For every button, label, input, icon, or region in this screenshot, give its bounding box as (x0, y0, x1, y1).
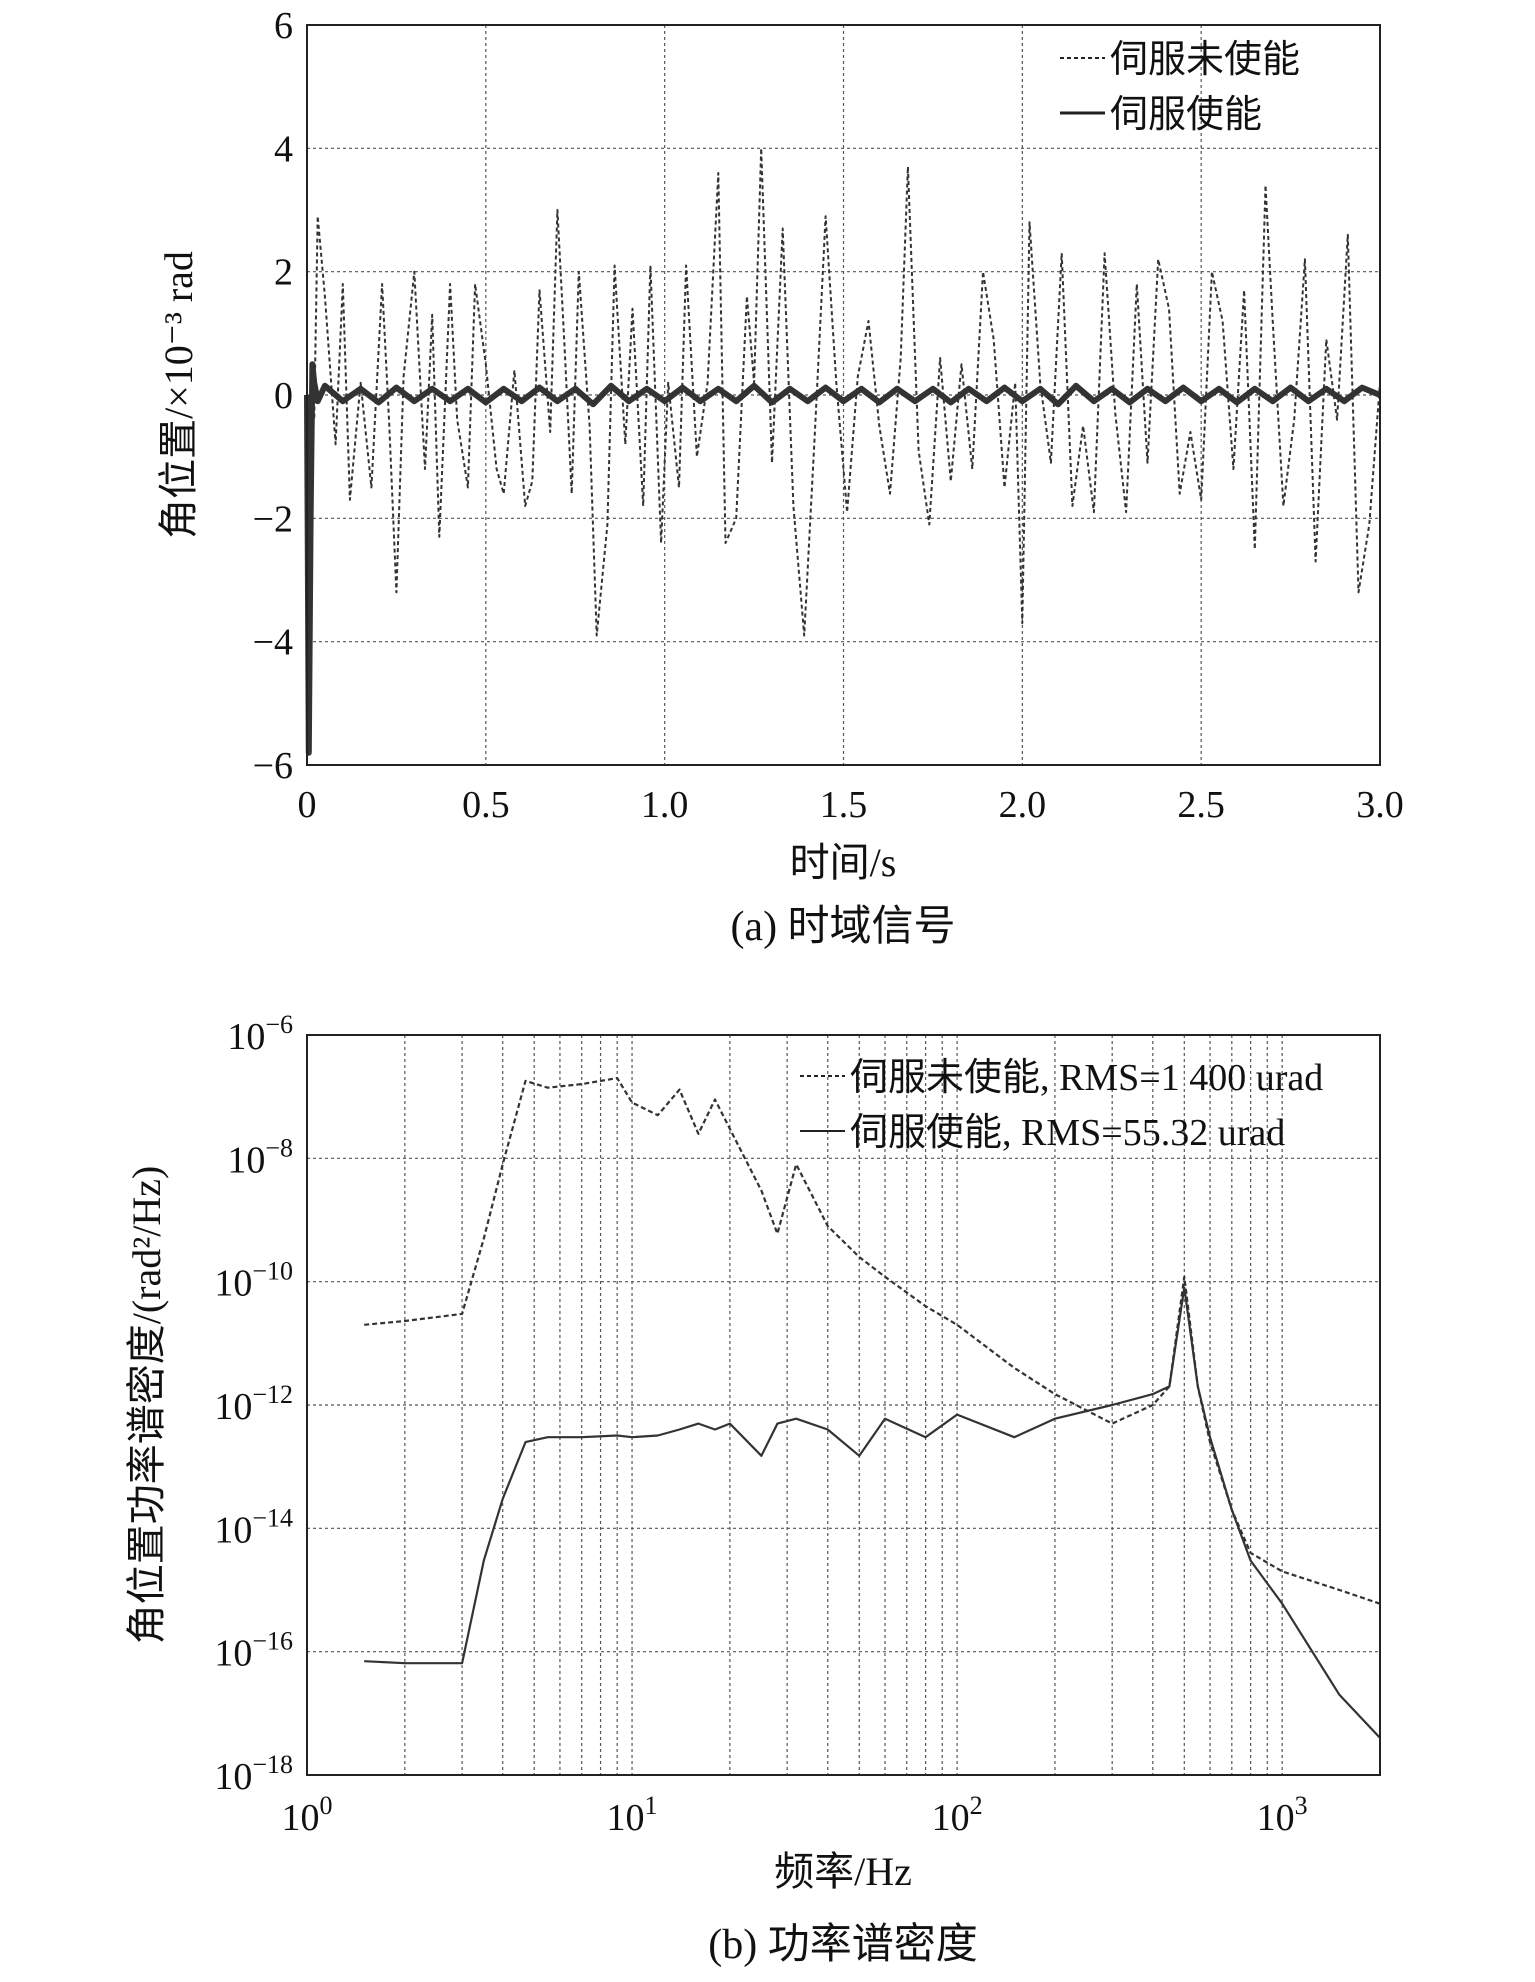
chart-a-y-axis-label: 角位置/×10⁻³ rad (156, 251, 201, 539)
chart-b-x-tick-label: 102 (932, 1791, 983, 1839)
chart-a-caption: (a) 时域信号 (730, 904, 955, 950)
chart-b-y-tick-label: 10−14 (214, 1503, 293, 1551)
chart-b-x-axis-label: 频率/Hz (774, 1849, 912, 1894)
chart-b-series-servo-off-line (364, 1077, 1381, 1605)
chart-a-x-tick-label: 1.5 (820, 784, 868, 826)
chart-b-y-tick-label: 10−10 (214, 1257, 293, 1305)
chart-a-x-tick-label: 0.5 (462, 784, 510, 826)
chart-a-legend-label: 伺服使能 (1110, 94, 1262, 136)
chart-a-x-tick-label: 3.0 (1356, 784, 1404, 826)
chart-b-x-tick-label: 103 (1257, 1791, 1308, 1839)
chart-a-x-tick-label: 2.5 (1177, 784, 1225, 826)
chart-a-series-servo-off-line (306, 147, 1381, 637)
chart-a-y-tick-label: 2 (274, 252, 293, 294)
chart-a-x-tick-label: 1.0 (641, 784, 689, 826)
chart-a-x-tick-label: 0 (298, 784, 317, 826)
chart-b-plot-frame (306, 1034, 1381, 1776)
chart-a-x-tick-label: 2.0 (999, 784, 1047, 826)
chart-a-x-axis-label: 时间/s (790, 840, 897, 885)
chart-a-y-tick-label: −2 (253, 498, 293, 540)
chart-a-y-tick-label: 4 (274, 128, 293, 170)
chart-b-legend-label: 伺服使能, RMS=55.32 urad (850, 1112, 1285, 1154)
chart-b-y-tick-label: 10−18 (214, 1750, 293, 1798)
chart-b-series (364, 1077, 1381, 1739)
chart-b-y-tick-label: 10−12 (214, 1380, 293, 1428)
chart-b-x-tick-label: 101 (607, 1791, 658, 1839)
chart-b-y-tick-label: 10−6 (227, 1010, 293, 1058)
chart-a-ticks: 0 0.5 1.0 1.5 2.0 2.5 3.0 6 4 2 0 −2 −4 −6 (253, 5, 1404, 826)
chart-a-y-tick-label: −4 (253, 622, 293, 664)
chart-a-plot-frame (306, 24, 1381, 766)
chart-a-y-tick-label: 6 (274, 5, 293, 47)
chart-a-series-servo-on-line (304, 361, 1382, 756)
chart-b-y-tick-label: 10−8 (227, 1133, 293, 1181)
chart-a-legend-label: 伺服未使能 (1110, 39, 1300, 81)
chart-a-y-tick-label: 0 (274, 375, 293, 417)
chart-b-x-tick-label: 100 (282, 1791, 333, 1839)
chart-b-y-axis-label: 角位置功率谱密度/(rad²/Hz) (124, 1166, 169, 1645)
chart-b-y-tick-label: 10−16 (214, 1627, 293, 1675)
chart-b-caption: (b) 功率谱密度 (708, 1921, 977, 1968)
chart-a-y-tick-label: −6 (253, 745, 293, 787)
chart-b-legend-label: 伺服未使能, RMS=1 400 urad (850, 1057, 1323, 1099)
chart-b-series-servo-on-line (364, 1286, 1381, 1739)
chart-b-legend: 伺服未使能, RMS=1 400 urad 伺服使能, RMS=55.32 ura… (800, 1057, 1323, 1154)
chart-a-series (304, 147, 1382, 756)
chart-a-grid (307, 25, 1380, 765)
